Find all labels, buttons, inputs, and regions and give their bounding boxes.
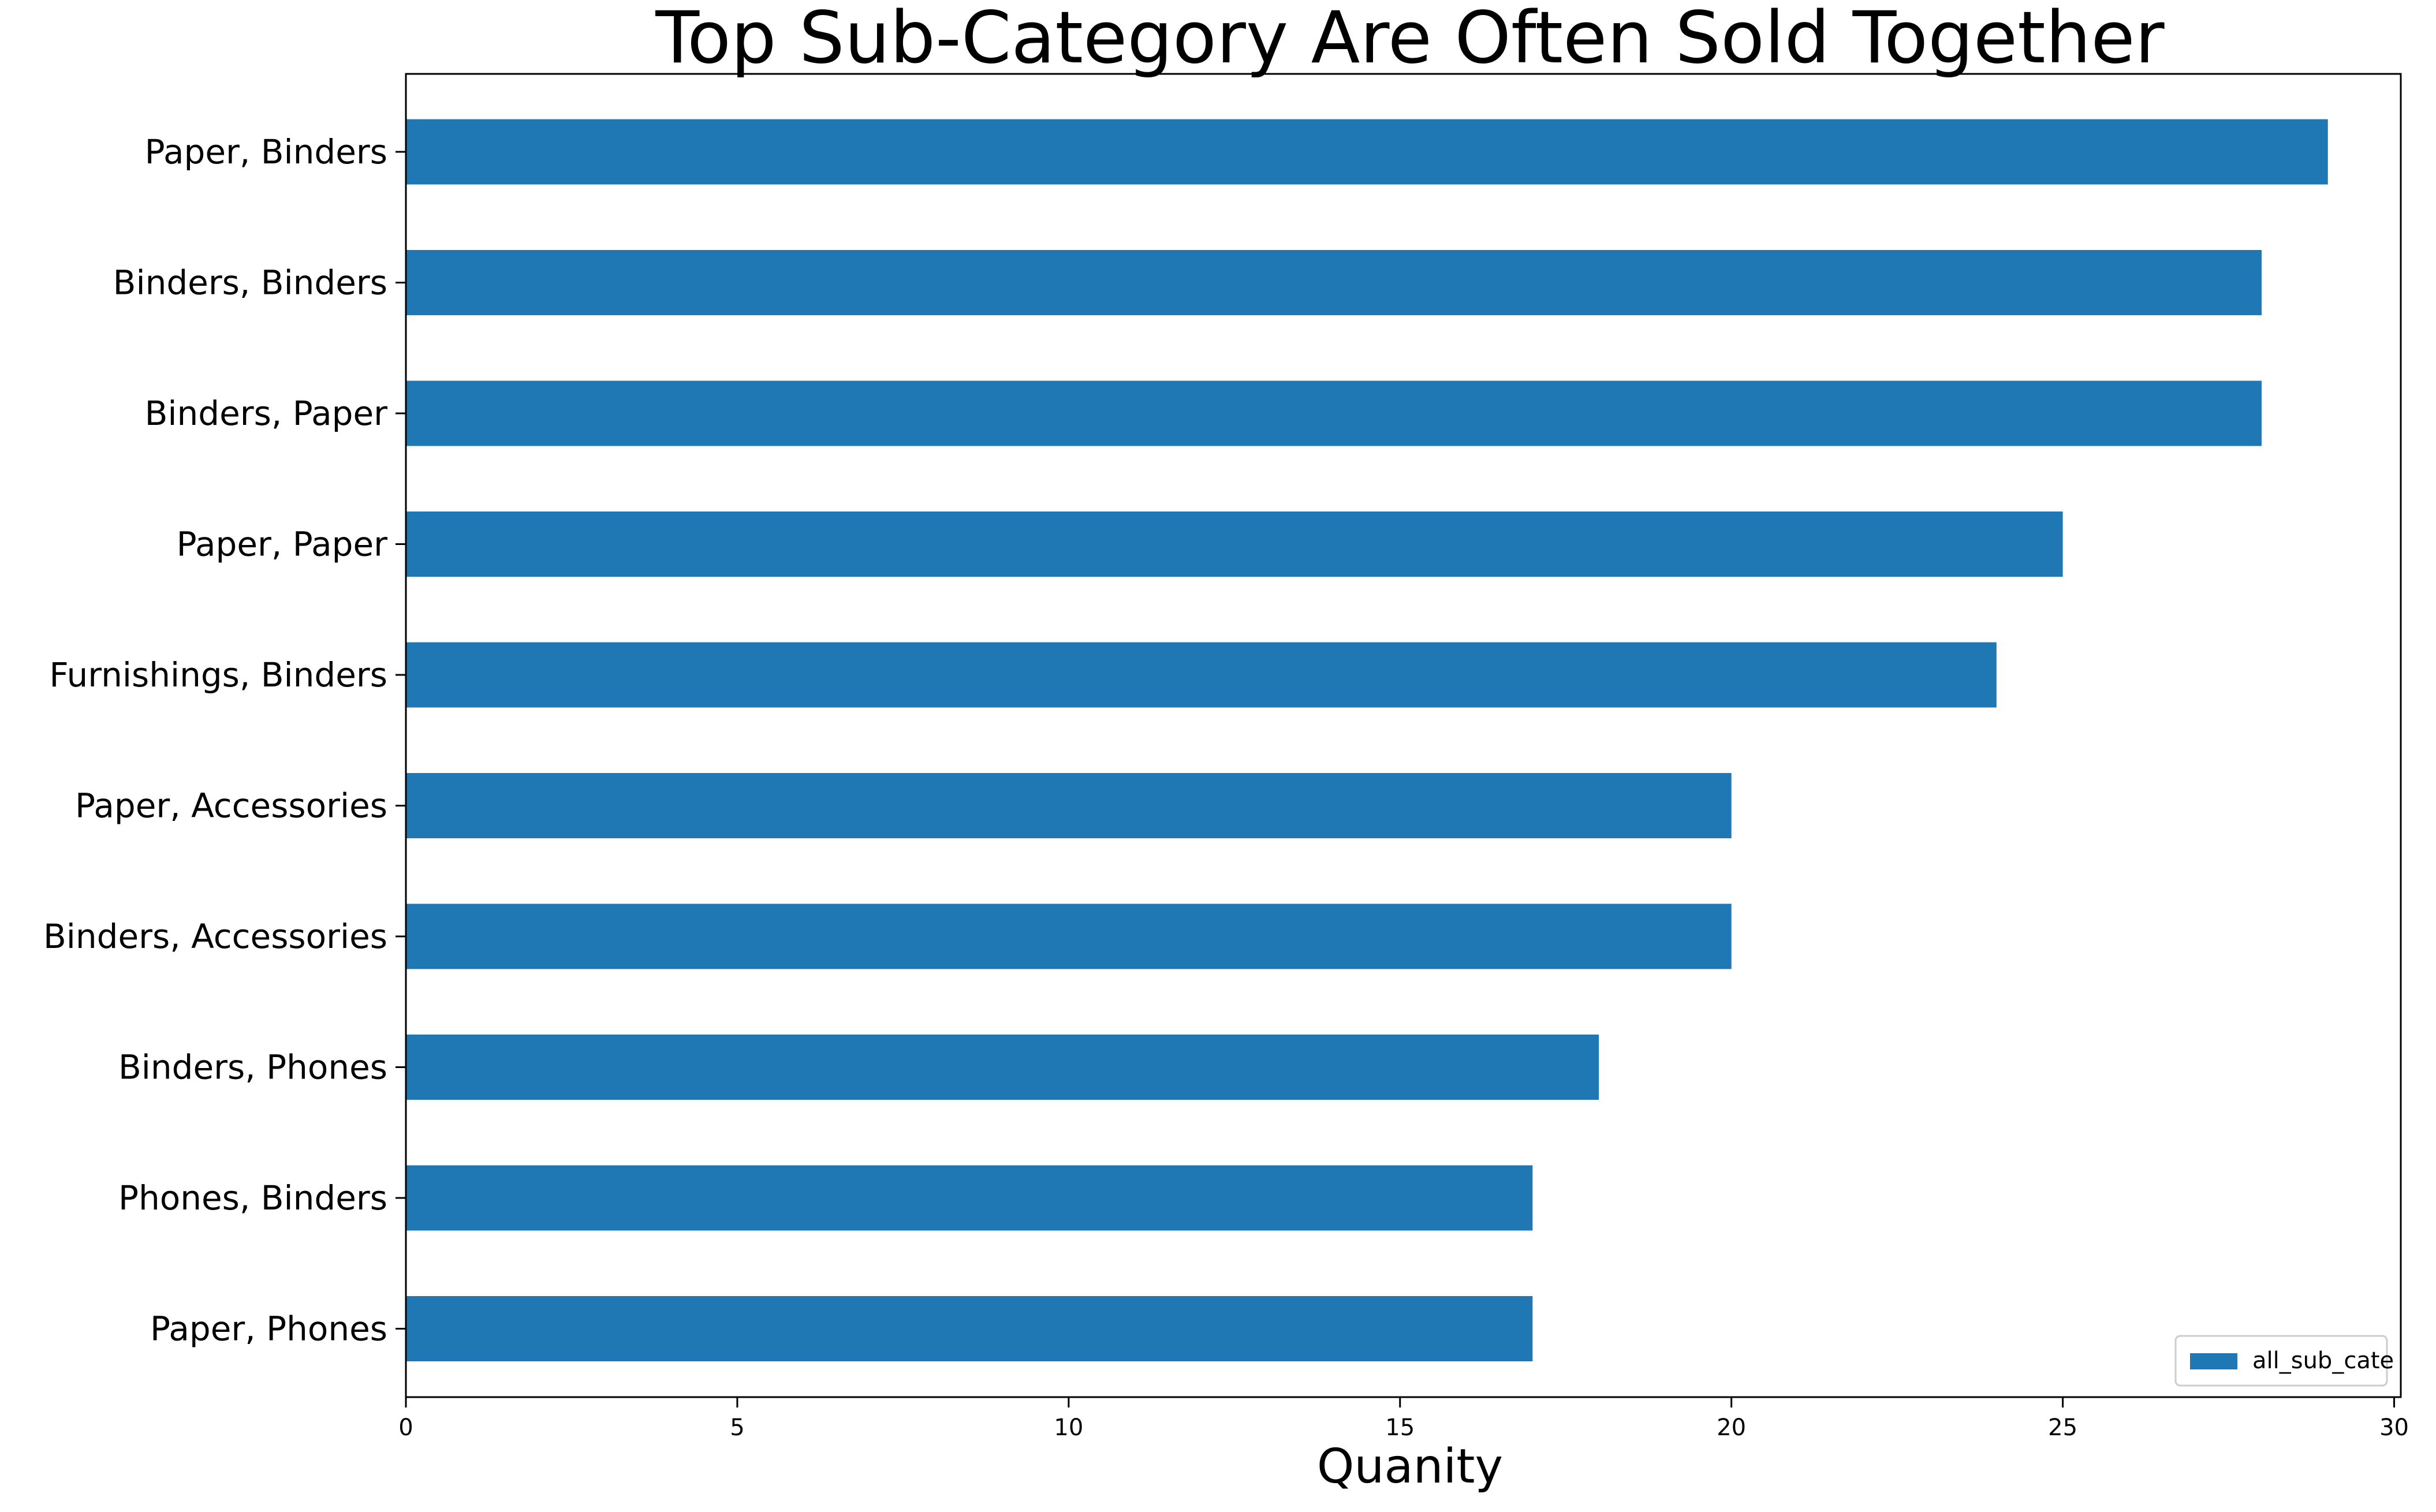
x-tick-label: 5 <box>730 1414 744 1441</box>
plot-area-frame <box>405 73 2402 1398</box>
y-tick-label: Paper, Paper <box>177 525 388 564</box>
legend-box <box>2174 1335 2388 1387</box>
bar <box>406 642 1997 708</box>
x-axis-label: Quanity <box>1317 1439 1503 1494</box>
x-tick-label: 0 <box>398 1414 413 1441</box>
chart-title: Top Sub-Category Are Often Sold Together <box>655 0 2164 80</box>
bar <box>406 250 2262 315</box>
x-tick-label: 15 <box>1385 1414 1415 1441</box>
y-tick-label: Paper, Binders <box>145 132 387 171</box>
y-tick-label: Binders, Paper <box>145 394 388 433</box>
x-axis-ticks: 0 5 10 15 20 25 30 <box>398 1397 2409 1441</box>
x-tick-label: 25 <box>2048 1414 2077 1441</box>
bar <box>406 512 2063 577</box>
bars-layer <box>406 119 2328 1361</box>
bar <box>406 380 2262 446</box>
bar <box>406 1296 1533 1361</box>
bar <box>406 1035 1599 1100</box>
x-tick-label: 30 <box>2379 1414 2409 1441</box>
x-tick-label: 10 <box>1054 1414 1083 1441</box>
x-tick-label: 20 <box>1717 1414 1746 1441</box>
legend: all_sub_cate <box>2174 1335 2394 1387</box>
y-tick-label: Paper, Phones <box>150 1309 387 1349</box>
y-tick-label: Binders, Accessories <box>43 917 387 956</box>
legend-swatch <box>2190 1353 2237 1369</box>
y-tick-label: Paper, Accessories <box>75 786 387 826</box>
y-tick-label: Binders, Binders <box>113 263 387 303</box>
bar <box>406 1165 1533 1231</box>
y-axis-ticks: Paper, Binders Binders, Binders Binders, P… <box>43 132 406 1349</box>
bar <box>406 773 1732 838</box>
y-tick-label: Phones, Binders <box>118 1178 387 1218</box>
y-tick-label: Furnishings, Binders <box>49 655 387 695</box>
bar <box>406 904 1732 969</box>
bar <box>406 119 2328 185</box>
y-tick-label: Binders, Phones <box>118 1048 387 1087</box>
legend-label: all_sub_cate <box>2252 1347 2394 1374</box>
